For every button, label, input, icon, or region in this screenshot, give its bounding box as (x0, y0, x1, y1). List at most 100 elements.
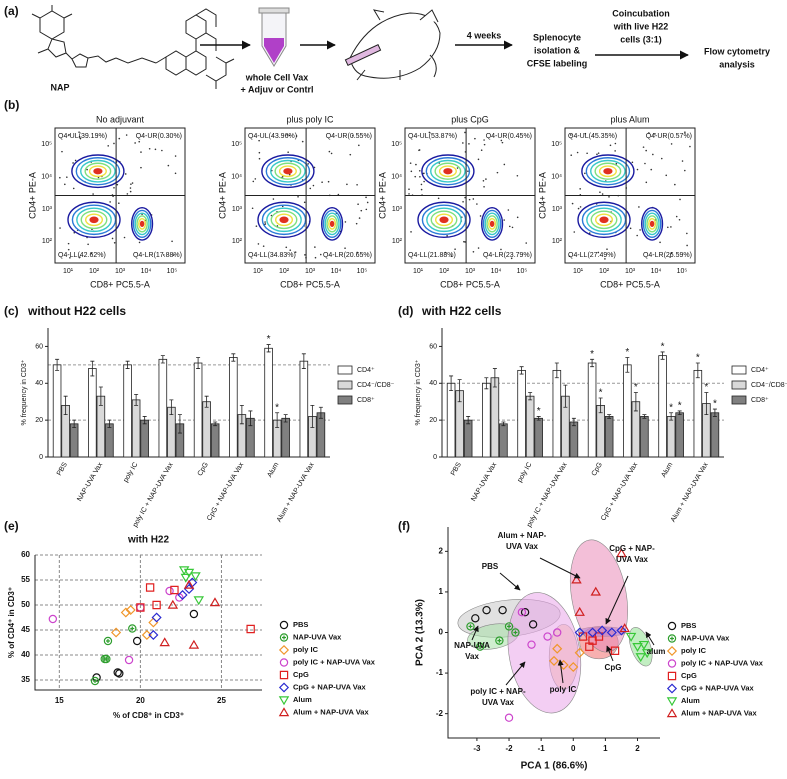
density-contour (486, 215, 498, 233)
x-axis-label: PCA 1 (86.6%) (521, 761, 588, 772)
significance-mark: * (599, 388, 603, 399)
error-bar (554, 362, 559, 379)
legend-swatch (731, 365, 747, 375)
event-dot (477, 247, 480, 249)
point (148, 617, 159, 628)
event-dot (501, 141, 504, 144)
density-contour (76, 207, 112, 233)
error-bar (55, 358, 60, 371)
event-dot (126, 193, 129, 195)
point (504, 713, 514, 722)
point (553, 628, 562, 637)
error-bar (571, 417, 576, 427)
step-text: + Adjuv or Contrl (241, 84, 314, 94)
axis (34, 555, 262, 691)
significance-mark: * (696, 353, 700, 364)
event-dot (482, 179, 485, 182)
density-contour (71, 204, 117, 236)
bar (446, 382, 456, 458)
density-contour (430, 159, 466, 183)
event-dot (356, 183, 358, 186)
error-bar (457, 379, 462, 403)
event-dot (588, 232, 591, 234)
error-bar (301, 353, 306, 369)
x-tick-label: -2 (505, 744, 513, 753)
event-dot (576, 151, 579, 154)
quadrant-label: Q4-LR(26.59%) (643, 252, 692, 259)
y-tick-label: -2 (436, 709, 444, 718)
event-dot (346, 183, 348, 186)
event-dot (464, 241, 466, 243)
event-dot (116, 183, 119, 186)
annotation: PBS (482, 562, 499, 571)
point (189, 609, 199, 619)
event-dot (314, 246, 316, 248)
event-dot (500, 139, 503, 142)
legend-label: poly IC (681, 646, 707, 655)
x-tick-label: 10³ (465, 268, 476, 275)
event-dot (174, 155, 177, 157)
event-dot (674, 183, 676, 186)
point (90, 676, 100, 686)
event-dot (301, 140, 304, 143)
x-tick-label: 10⁴ (651, 268, 662, 275)
point (552, 643, 563, 654)
point (125, 604, 136, 616)
y-tick-label: 10⁵ (231, 141, 242, 148)
x-tick-label: 10² (279, 268, 290, 275)
event-dot (609, 144, 612, 147)
event-dot (281, 175, 284, 178)
density-contour (93, 168, 103, 175)
density-contour (270, 159, 306, 183)
event-dot (420, 188, 423, 191)
density-contour (261, 154, 315, 189)
bar (710, 412, 720, 458)
event-dot (415, 163, 417, 166)
error-bar (196, 357, 201, 369)
event-dot (579, 206, 582, 208)
y-tick-label: 40 (429, 380, 437, 387)
annotation-arrow (557, 659, 564, 684)
point (638, 640, 650, 650)
density-contour (321, 206, 344, 241)
quadrant-label: Q4-LL(42.62%) (58, 252, 106, 259)
event-dot (134, 142, 136, 144)
error-bar (98, 386, 103, 406)
event-dot (614, 142, 617, 145)
event-dot (125, 134, 128, 136)
point (548, 655, 560, 666)
legend-label: CD4⁻/CD8⁻ (751, 382, 787, 389)
event-dot (599, 191, 601, 194)
x-tick-label: 10³ (305, 268, 316, 275)
error-bar (107, 419, 112, 428)
event-dot (258, 151, 261, 154)
event-dot (414, 175, 417, 178)
event-dot (410, 170, 413, 173)
density-contour (481, 206, 504, 241)
density-contour (279, 216, 289, 224)
error-bar (607, 414, 612, 419)
y-tick-label: 60 (429, 343, 437, 350)
event-dot (670, 252, 673, 254)
event-dot (474, 137, 476, 140)
legend-marker (278, 696, 290, 706)
density-contour (84, 213, 104, 227)
density-contour (283, 168, 293, 175)
y-axis-label: % of CD4⁺ in CD3⁺ (7, 587, 16, 658)
error-bar (563, 384, 568, 408)
x-axis-label: % of CD8⁺ in CD3⁺ (113, 711, 184, 720)
event-dot (78, 131, 80, 133)
x-tick-label: 10¹ (413, 268, 424, 275)
density-contour (138, 217, 147, 230)
annotation: UVA Vax (616, 555, 649, 564)
event-dot (654, 133, 656, 135)
density-contour (586, 207, 622, 233)
event-dot (468, 143, 470, 145)
legend-label: CpG (681, 671, 697, 680)
x-tick-label: poly IC + NAP-UVA Vax (132, 461, 175, 529)
y-tick-label: 10³ (552, 206, 563, 213)
error-bar (204, 395, 209, 408)
quadrant-label: Q4-UR(0.57%) (646, 133, 692, 140)
error-bar (266, 344, 271, 353)
event-dot (463, 240, 465, 243)
